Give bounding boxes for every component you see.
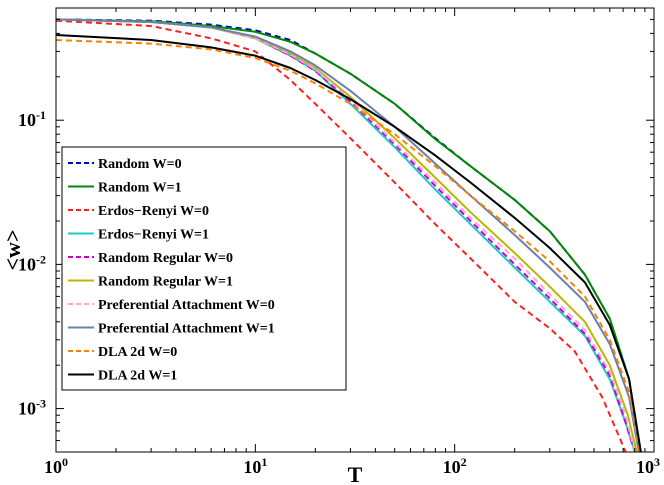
legend-box bbox=[61, 146, 347, 391]
x-tick-label: 102 bbox=[443, 455, 467, 477]
legend-entry-label: Random W=0 bbox=[98, 157, 182, 172]
series-line-7 bbox=[55, 18, 636, 453]
series-line-8 bbox=[55, 18, 640, 453]
x-tick-label: 100 bbox=[44, 455, 68, 477]
x-tick-label: 103 bbox=[636, 455, 660, 477]
legend-entry-label: Random Regular W=0 bbox=[98, 251, 233, 266]
legend-entry-label: Random W=1 bbox=[98, 181, 182, 196]
series-line-3 bbox=[55, 19, 627, 453]
series-line-2 bbox=[55, 18, 641, 453]
y-tick-label: 10-2 bbox=[18, 252, 46, 274]
x-axis-label: T bbox=[348, 462, 363, 485]
legend-entry-label: Preferential Attachment W=0 bbox=[98, 298, 275, 313]
y-axis-label: <w> bbox=[0, 230, 25, 271]
legend: Random W=0 Random W=1 Erdos−Renyi W=0 Erdos… bbox=[61, 146, 347, 391]
legend-entry-label: Erdos−Renyi W=0 bbox=[98, 204, 209, 219]
legend-entry-label: DLA 2d W=0 bbox=[98, 345, 177, 360]
series-line-5 bbox=[55, 18, 636, 453]
y-tick-label: 10-1 bbox=[18, 108, 46, 130]
axes: 100 101 102 103 10-3 10-2 10-1 bbox=[18, 7, 660, 477]
series-lines bbox=[55, 18, 642, 453]
legend-entry-label: Erdos−Renyi W=1 bbox=[98, 228, 209, 243]
legend-entry-label: Random Regular W=1 bbox=[98, 275, 233, 290]
plot-frame bbox=[55, 7, 655, 453]
legend-entry-label: Preferential Attachment W=1 bbox=[98, 322, 275, 337]
series-line-9 bbox=[55, 39, 641, 453]
y-tick-label: 10-3 bbox=[18, 397, 46, 419]
legend-entry-label: DLA 2d W=1 bbox=[98, 369, 177, 384]
x-tick-label: 101 bbox=[243, 455, 267, 477]
series-line-10 bbox=[55, 34, 642, 453]
